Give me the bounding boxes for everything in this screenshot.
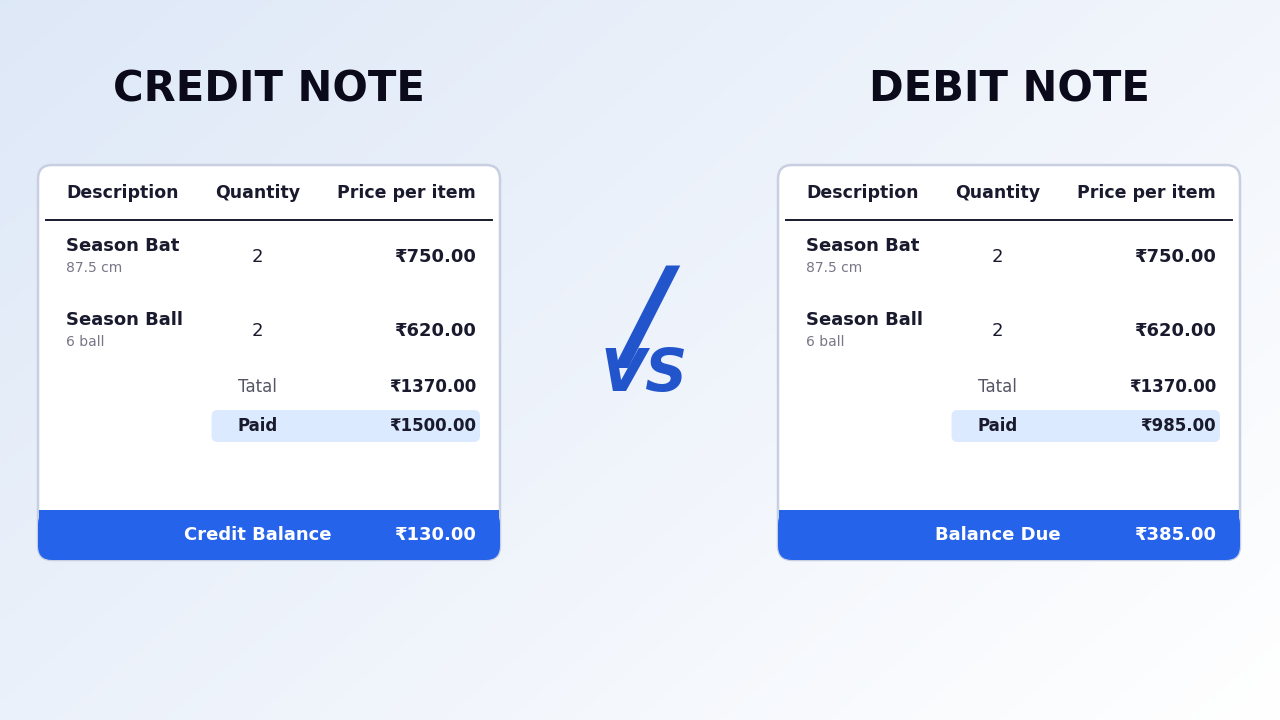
Text: Balance Due: Balance Due bbox=[934, 526, 1060, 544]
Text: VS: VS bbox=[600, 346, 687, 402]
FancyBboxPatch shape bbox=[778, 510, 1240, 560]
Text: Quantity: Quantity bbox=[955, 184, 1041, 202]
Text: ₹750.00: ₹750.00 bbox=[1134, 248, 1216, 266]
Text: /: / bbox=[625, 261, 671, 382]
Text: Season Ball: Season Ball bbox=[67, 311, 183, 329]
Text: ₹1370.00: ₹1370.00 bbox=[389, 378, 476, 396]
Text: ₹130.00: ₹130.00 bbox=[394, 526, 476, 544]
Text: CREDIT NOTE: CREDIT NOTE bbox=[113, 69, 425, 111]
Text: 2: 2 bbox=[992, 322, 1004, 340]
FancyBboxPatch shape bbox=[211, 410, 480, 442]
FancyBboxPatch shape bbox=[778, 165, 1240, 560]
Text: Season Ball: Season Ball bbox=[806, 311, 923, 329]
Text: 2: 2 bbox=[252, 248, 264, 266]
Text: Credit Balance: Credit Balance bbox=[184, 526, 332, 544]
FancyBboxPatch shape bbox=[38, 165, 500, 560]
Text: 87.5 cm: 87.5 cm bbox=[67, 261, 123, 275]
Text: ₹620.00: ₹620.00 bbox=[1134, 322, 1216, 340]
Text: Paid: Paid bbox=[237, 417, 278, 435]
Text: 2: 2 bbox=[992, 248, 1004, 266]
Text: ₹750.00: ₹750.00 bbox=[394, 248, 476, 266]
Text: ₹385.00: ₹385.00 bbox=[1134, 526, 1216, 544]
Text: Price per item: Price per item bbox=[1078, 184, 1216, 202]
Text: ₹620.00: ₹620.00 bbox=[394, 322, 476, 340]
Text: Season Bat: Season Bat bbox=[806, 237, 919, 255]
Bar bbox=[38, 510, 499, 526]
Bar bbox=[780, 510, 1239, 526]
Text: 87.5 cm: 87.5 cm bbox=[806, 261, 863, 275]
FancyBboxPatch shape bbox=[38, 510, 500, 560]
Text: 6 ball: 6 ball bbox=[67, 335, 105, 349]
Text: ₹985.00: ₹985.00 bbox=[1140, 417, 1216, 435]
Text: 2: 2 bbox=[252, 322, 264, 340]
Text: Tatal: Tatal bbox=[978, 378, 1016, 396]
Text: Description: Description bbox=[806, 184, 919, 202]
Text: Tatal: Tatal bbox=[238, 378, 276, 396]
Text: Description: Description bbox=[67, 184, 178, 202]
Text: ₹1370.00: ₹1370.00 bbox=[1129, 378, 1216, 396]
Text: 6 ball: 6 ball bbox=[806, 335, 845, 349]
Text: Quantity: Quantity bbox=[215, 184, 300, 202]
Text: DEBIT NOTE: DEBIT NOTE bbox=[869, 69, 1149, 111]
Text: ₹1500.00: ₹1500.00 bbox=[389, 417, 476, 435]
Text: Price per item: Price per item bbox=[337, 184, 476, 202]
Text: Season Bat: Season Bat bbox=[67, 237, 179, 255]
Text: Paid: Paid bbox=[978, 417, 1018, 435]
FancyBboxPatch shape bbox=[951, 410, 1220, 442]
